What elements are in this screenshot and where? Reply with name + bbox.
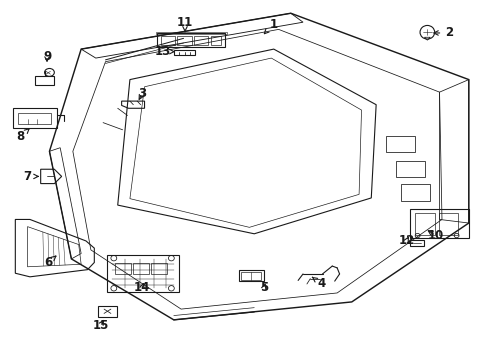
Bar bbox=[133, 263, 149, 274]
Bar bbox=[193, 36, 208, 45]
Bar bbox=[395, 161, 424, 177]
Text: 13: 13 bbox=[154, 45, 174, 58]
Text: 1: 1 bbox=[264, 18, 277, 34]
Text: 8: 8 bbox=[16, 129, 29, 144]
Text: 10: 10 bbox=[427, 229, 443, 242]
Text: 5: 5 bbox=[259, 281, 267, 294]
Bar bbox=[385, 136, 414, 152]
Bar bbox=[151, 263, 166, 274]
Text: 15: 15 bbox=[92, 319, 109, 332]
Text: 7: 7 bbox=[23, 170, 38, 183]
Text: 4: 4 bbox=[312, 277, 325, 291]
Bar bbox=[177, 36, 191, 45]
Bar bbox=[400, 184, 429, 201]
Text: 12: 12 bbox=[397, 234, 414, 247]
Text: 9: 9 bbox=[43, 50, 51, 63]
Text: 11: 11 bbox=[177, 16, 193, 32]
Bar bbox=[160, 36, 175, 45]
Text: 2: 2 bbox=[433, 27, 452, 40]
Bar bbox=[18, 113, 51, 124]
Bar bbox=[241, 272, 260, 280]
Bar bbox=[438, 213, 457, 234]
Text: 3: 3 bbox=[138, 87, 146, 100]
Bar bbox=[414, 213, 434, 234]
Bar bbox=[211, 36, 221, 45]
Text: 6: 6 bbox=[44, 256, 56, 269]
Bar bbox=[115, 263, 131, 274]
Text: 14: 14 bbox=[134, 281, 150, 294]
